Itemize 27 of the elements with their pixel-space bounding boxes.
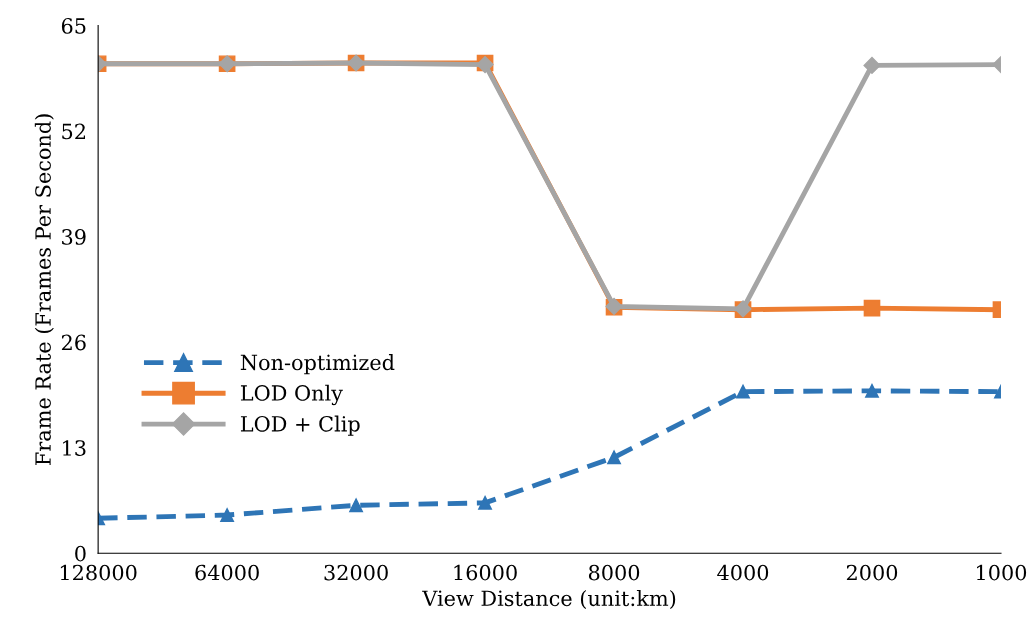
x-tick-label: 1000: [977, 564, 1027, 581]
y-tick-label: 52: [62, 123, 85, 140]
x-tick-label: 128000: [60, 564, 137, 581]
point: [478, 495, 493, 510]
point: [863, 56, 881, 74]
y-tick-label: 26: [61, 334, 86, 351]
point: [349, 498, 364, 513]
y-tick-label: 65: [61, 18, 86, 34]
x-tick-label: 32000: [324, 564, 388, 581]
y-axis-title: Frame Rate (Frames Per Second): [34, 114, 54, 466]
point: [863, 299, 881, 317]
legend-label: LOD Only: [240, 384, 343, 406]
x-axis-title: View Distance (unit:km): [422, 590, 676, 610]
point: [607, 450, 621, 465]
x-tick-label: 16000: [454, 564, 517, 581]
point: [220, 508, 235, 522]
point: [865, 383, 879, 398]
y-tick-label: 0: [75, 545, 86, 562]
x-tick-label: 64000: [195, 564, 259, 581]
x-tick-label: 8000: [588, 564, 640, 581]
point: [736, 384, 750, 399]
x-tick-label: 4000: [717, 564, 769, 581]
legend-label: Non-optimized: [240, 354, 395, 375]
y-tick-label: 39: [62, 229, 86, 245]
y-tick-label: 13: [63, 440, 86, 456]
x-tick-label: 2000: [846, 564, 898, 581]
legend-label: LOD + Clip: [240, 415, 360, 436]
